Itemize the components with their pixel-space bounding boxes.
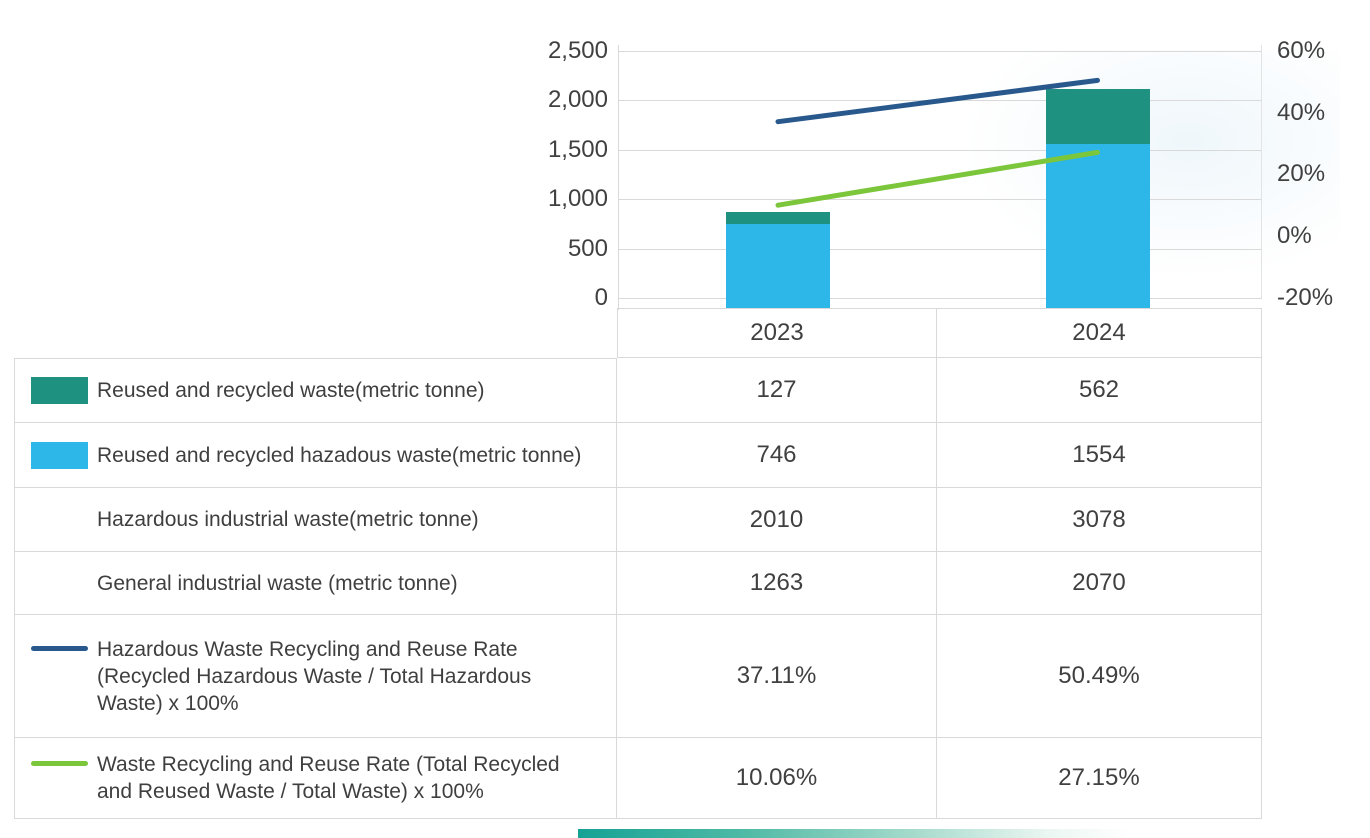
series-label: Reused and recycled waste(metric tonne) xyxy=(97,379,485,402)
right-axis-tick: -20% xyxy=(1277,284,1334,311)
data-table: 2023 2024 Reused and recycled waste(metr… xyxy=(14,308,1262,819)
table-cell: 10.06% xyxy=(617,738,937,819)
legend-cell: Hazardous Waste Recycling and Reuse Rate… xyxy=(14,615,617,738)
table-cell: 37.11% xyxy=(617,615,937,738)
left-axis-tick: 1,500 xyxy=(547,136,608,163)
table-cell: 50.49% xyxy=(937,615,1262,738)
decorative-gradient-strip xyxy=(578,829,1130,838)
legend-cell: General industrial waste (metric tonne) xyxy=(14,552,617,615)
bar-segment-2024 xyxy=(1045,144,1150,308)
swatch-spacer xyxy=(31,506,88,533)
series-label: Reused and recycled hazadous waste(metri… xyxy=(97,443,582,467)
stacked-bars xyxy=(0,0,1370,320)
teal-bar-swatch-icon xyxy=(31,377,88,404)
combo-chart: 2,500 2,000 1,500 1,000 500 0 60% 40% 20… xyxy=(0,0,1370,320)
legend-cell: Reused and recycled hazadous waste(metri… xyxy=(14,423,617,488)
right-axis-line xyxy=(1261,45,1262,298)
series-label: Waste Recycling and Reuse Rate (Total Re… xyxy=(97,753,560,803)
bar-segment-2023 xyxy=(726,224,830,308)
table-cell: 27.15% xyxy=(937,738,1262,819)
left-axis-tick: 2,000 xyxy=(547,86,608,113)
green-line-swatch-icon xyxy=(31,761,88,766)
table-cell: 127 xyxy=(617,358,937,423)
table-cell: 2070 xyxy=(937,552,1262,615)
series-label: Hazardous Waste Recycling and Reuse Rate… xyxy=(97,637,532,715)
legend-cell: Waste Recycling and Reuse Rate (Total Re… xyxy=(14,738,617,819)
left-axis-line xyxy=(618,45,619,310)
right-axis-tick: 40% xyxy=(1277,99,1326,126)
right-axis-tick: 20% xyxy=(1277,160,1326,187)
series-label: Hazardous industrial waste(metric tonne) xyxy=(97,508,479,531)
table-cell: 2010 xyxy=(617,488,937,552)
table-cell: 3078 xyxy=(937,488,1262,552)
table-cell: 562 xyxy=(937,358,1262,423)
left-axis-tick: 0 xyxy=(594,284,608,311)
bar-segment-2024 xyxy=(1045,88,1150,145)
table-cell: 746 xyxy=(617,423,937,488)
table-cell: 1554 xyxy=(937,423,1262,488)
gridline xyxy=(618,51,1262,52)
legend-cell: Reused and recycled waste(metric tonne) xyxy=(14,358,617,423)
column-header-2024: 2024 xyxy=(937,308,1262,358)
left-axis-tick: 2,500 xyxy=(547,37,608,64)
table-corner-spacer xyxy=(14,308,617,358)
table-cell: 1263 xyxy=(617,552,937,615)
series-label: General industrial waste (metric tonne) xyxy=(97,571,458,595)
blue-bar-swatch-icon xyxy=(31,441,88,469)
gridline xyxy=(618,298,1262,299)
legend-cell: Hazardous industrial waste(metric tonne) xyxy=(14,488,617,552)
right-axis-tick: 0% xyxy=(1277,222,1312,249)
left-axis-tick: 1,000 xyxy=(547,185,608,212)
right-axis-tick: 60% xyxy=(1277,37,1326,64)
left-axis-tick: 500 xyxy=(567,235,608,262)
swatch-spacer xyxy=(31,570,88,597)
gridline xyxy=(618,249,1262,250)
column-header-2023: 2023 xyxy=(617,308,937,358)
bar-segment-2023 xyxy=(726,211,830,225)
blue-line-swatch-icon xyxy=(31,645,88,651)
